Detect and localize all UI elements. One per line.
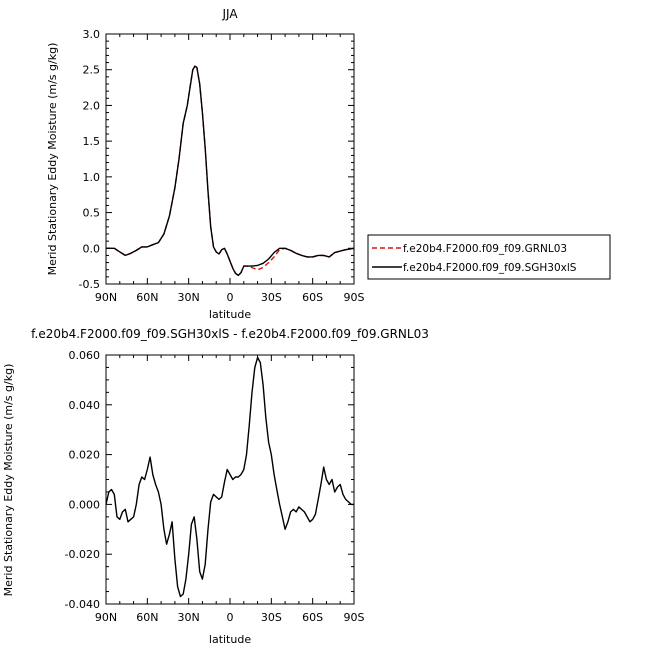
bottom-y-tick-label: 0.000	[69, 498, 101, 511]
bottom-x-tick-label: 30S	[261, 611, 282, 624]
legend-label-grnl03: f.e20b4.F2000.f09_f09.GRNL03	[403, 243, 567, 255]
legend-label-sgh30xls: f.e20b4.F2000.f09_f09.SGH30xlS	[403, 262, 577, 274]
top-y-tick-label: 3.0	[83, 28, 101, 41]
top-x-tick-label: 30S	[261, 291, 282, 304]
bottom-x-tick-label: 30N	[178, 611, 200, 624]
top-x-tick-label: 90S	[344, 291, 365, 304]
top-y-tick-label: 1.5	[83, 135, 101, 148]
bottom-y-tick-label: -0.020	[65, 548, 100, 561]
top-y-tick-label: 0.0	[83, 242, 101, 255]
top-y-tick-label: 0.5	[83, 207, 101, 220]
top-x-tick-label: 60N	[136, 291, 158, 304]
top-panel-title: JJA	[221, 7, 238, 21]
top-series-line-1	[106, 65, 355, 277]
top-x-tick-label: 0	[227, 291, 234, 304]
bottom-x-tick-label: 90N	[95, 611, 117, 624]
bottom-x-tick-label: 60N	[136, 611, 158, 624]
bottom-x-axis-title: latitude	[209, 633, 251, 646]
legend-box	[367, 234, 611, 280]
top-x-tick-label: 30N	[178, 291, 200, 304]
bottom-y-tick-label: 0.020	[69, 449, 101, 462]
top-y-axis-title: Merid Stationary Eddy Moisture (m/s g/kg…	[46, 43, 59, 276]
top-x-tick-label: 90N	[95, 291, 117, 304]
bottom-plot-frame	[105, 354, 355, 605]
top-x-tick-label: 60S	[302, 291, 323, 304]
bottom-panel-title: f.e20b4.F2000.f09_f09.SGH30xlS - f.e20b4…	[31, 327, 429, 341]
bottom-x-tick-label: 0	[227, 611, 234, 624]
top-y-tick-label: 2.5	[83, 64, 101, 77]
bottom-y-tick-label: 0.060	[69, 349, 101, 362]
top-series-line-0	[106, 65, 355, 277]
top-y-tick-label: 2.0	[83, 99, 101, 112]
bottom-y-tick-label: 0.040	[69, 399, 101, 412]
top-y-tick-label: 1.0	[83, 171, 101, 184]
bottom-y-axis-title: Merid Stationary Eddy Moisture (m/s g/kg…	[2, 364, 15, 597]
bottom-y-tick-label: -0.040	[65, 598, 100, 611]
top-x-axis-title: latitude	[209, 308, 251, 321]
bottom-series-line-0	[105, 356, 354, 598]
bottom-x-tick-label: 90S	[344, 611, 365, 624]
top-y-tick-label: -0.5	[79, 278, 100, 291]
legend: f.e20b4.F2000.f09_f09.GRNL03 f.e20b4.F20…	[367, 234, 611, 280]
bottom-x-tick-label: 60S	[302, 611, 323, 624]
